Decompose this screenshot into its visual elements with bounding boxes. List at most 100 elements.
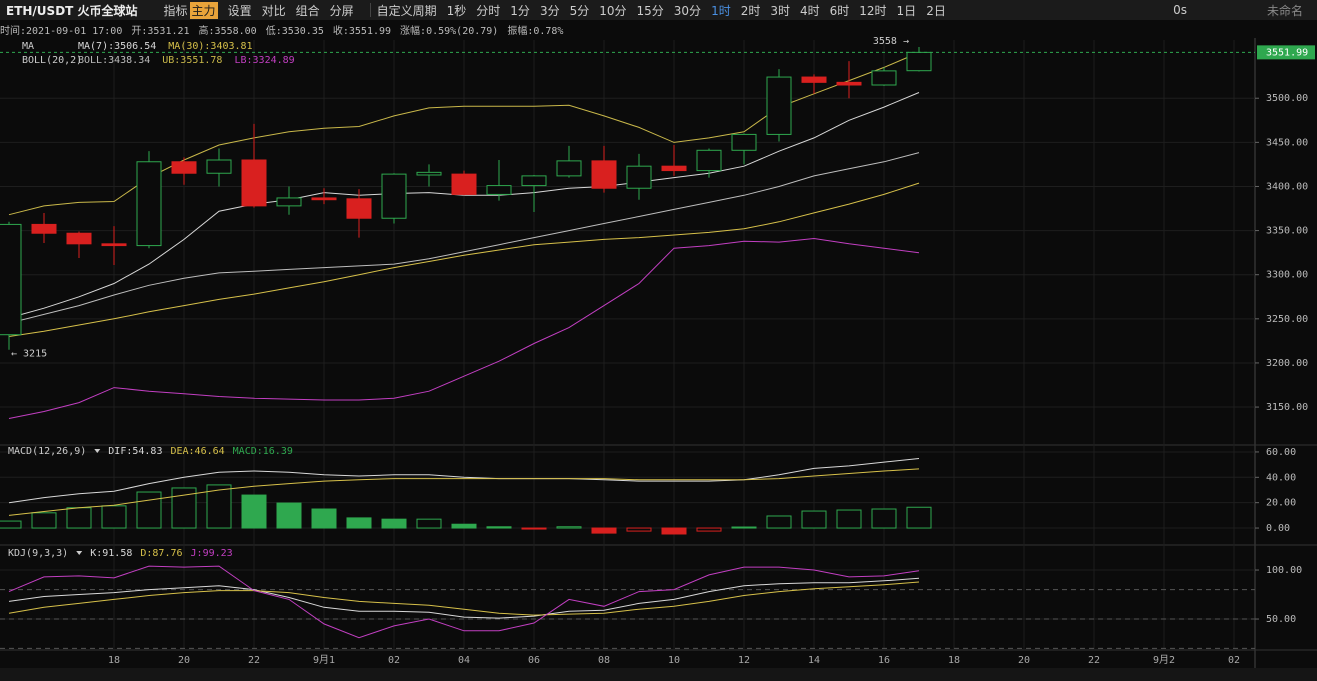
y-tick-label: 3150.00: [1266, 402, 1308, 413]
period-button[interactable]: 3时: [770, 3, 790, 18]
legend-group: BOLL(20,2): [22, 55, 82, 66]
candle-body: [0, 223, 22, 336]
y-tick-label: 60.00: [1266, 447, 1296, 458]
macd-bar: [101, 505, 127, 529]
candle-body: [591, 160, 617, 189]
macd-bar: [346, 517, 372, 529]
candle-body: [311, 197, 337, 201]
legend-entry: MA(30):3403.81: [168, 41, 252, 52]
macd-bar: [591, 527, 617, 534]
period-button[interactable]: 4时: [799, 3, 820, 18]
x-tick-label: 10: [668, 655, 680, 666]
indicator-line: [8, 237, 920, 419]
period-button[interactable]: 1日: [896, 3, 917, 18]
period-button[interactable]: 30分: [673, 3, 702, 18]
indicator-line: [8, 182, 920, 337]
macd-bar: [381, 518, 407, 529]
y-tick-label: 3500.00: [1266, 93, 1308, 104]
macd-bar: [731, 526, 757, 529]
y-tick-label: 20.00: [1266, 498, 1296, 509]
toolbar-button[interactable]: 组合: [295, 3, 320, 18]
macd-bar: [661, 527, 687, 535]
period-button[interactable]: 2时: [740, 3, 761, 18]
macd-bar: [66, 507, 92, 529]
candle-body: [661, 165, 687, 172]
period-button[interactable]: 3分: [539, 3, 560, 18]
macd-bar: [521, 527, 547, 530]
candle-body: [416, 171, 442, 176]
x-tick-label: 04: [458, 655, 470, 666]
period-button[interactable]: 1时: [711, 3, 731, 18]
x-tick-label: 06: [528, 655, 540, 666]
y-tick-label: 0.00: [1266, 523, 1290, 534]
period-button[interactable]: 10分: [599, 3, 627, 18]
x-tick-label: 20: [178, 655, 190, 666]
candle-body: [171, 161, 197, 174]
candle-body: [906, 51, 932, 72]
candle-body: [836, 81, 862, 86]
macd-bar: [626, 527, 652, 532]
y-tick-label: 3250.00: [1266, 314, 1308, 325]
period-button[interactable]: 1分: [510, 3, 530, 18]
period-button[interactable]: 2日: [926, 3, 946, 18]
indicator-line: [8, 581, 920, 616]
candle-body: [31, 223, 57, 234]
candle-body: [871, 70, 897, 86]
legend-caret: [94, 449, 101, 453]
x-tick-label: 18: [108, 655, 120, 666]
macd-bar: [206, 484, 232, 529]
y-tick-label: 3400.00: [1266, 181, 1308, 192]
period-list: 自定义周期 1秒 分时 1分 3分 5分 10分 15分 30分 1时 2时 3时 4时 6时 12时 1日 2…: [377, 2, 956, 19]
y-tick-label: 3300.00: [1266, 270, 1308, 281]
indicator-line: [8, 92, 920, 319]
toolbar-button[interactable]: 指标: [163, 3, 188, 18]
legend-title: MACD(12,26,9): [8, 446, 86, 457]
legend-entry: UB:3551.78: [162, 55, 222, 66]
candle-body: [206, 159, 232, 174]
x-tick-label: 02: [1228, 655, 1240, 666]
separator: [369, 3, 371, 17]
candle-body: [136, 161, 162, 247]
info-item: 涨幅:0.59%(20.79): [400, 26, 499, 37]
period-button[interactable]: 12时: [859, 3, 887, 18]
layout-name[interactable]: 未命名: [1266, 3, 1303, 18]
period-button[interactable]: 分时: [476, 3, 501, 18]
legend-entry: BOLL:3438.34: [78, 55, 150, 66]
macd-bar: [696, 527, 722, 532]
legend-entry: DEA:46.64: [170, 446, 224, 457]
x-tick-label: 22: [1088, 655, 1100, 666]
period-button[interactable]: 自定义周期: [376, 3, 437, 18]
indicator-line: [8, 565, 920, 639]
toolbar-button[interactable]: 对比: [261, 3, 286, 18]
period-button[interactable]: 15分: [636, 3, 664, 18]
y-tick-label: 40.00: [1266, 472, 1296, 483]
toolbar-button[interactable]: 分屏: [329, 3, 354, 18]
low-annotation: ← 3215: [11, 349, 47, 360]
candle-body: [451, 173, 477, 195]
info-item: 振幅:0.78%: [507, 26, 564, 37]
period-button[interactable]: 6时: [829, 3, 850, 18]
legend-entry: D:87.76: [140, 548, 182, 559]
y-tick-label: 3350.00: [1266, 226, 1308, 237]
candle-body: [346, 198, 372, 219]
y-tick-label: 3200.00: [1266, 358, 1308, 369]
macd-bar: [486, 526, 512, 529]
candle-body: [801, 76, 827, 83]
macd-bar: [31, 512, 57, 529]
y-tick-label: 100.00: [1266, 565, 1302, 576]
symbol[interactable]: ETH/USDT 火币全球站: [6, 3, 138, 18]
info-item: 高:3558.00: [198, 26, 257, 37]
toolbar-button[interactable]: 主力: [189, 1, 218, 19]
toolbar-items: 指标 主力 设置 对比 组合 分屏: [163, 1, 364, 19]
candle-body: [626, 165, 652, 189]
legend-entry: K:91.58: [90, 548, 132, 559]
indicator-line: [8, 577, 920, 619]
toolbar-button[interactable]: 设置: [227, 3, 252, 18]
candle-body: [381, 173, 407, 219]
last-price-tag: [1257, 45, 1315, 60]
indicator-line: [8, 468, 920, 516]
period-button[interactable]: 1秒: [446, 3, 467, 18]
legend-entry: DIF:54.83: [108, 446, 162, 457]
period-button[interactable]: 5分: [569, 3, 590, 18]
